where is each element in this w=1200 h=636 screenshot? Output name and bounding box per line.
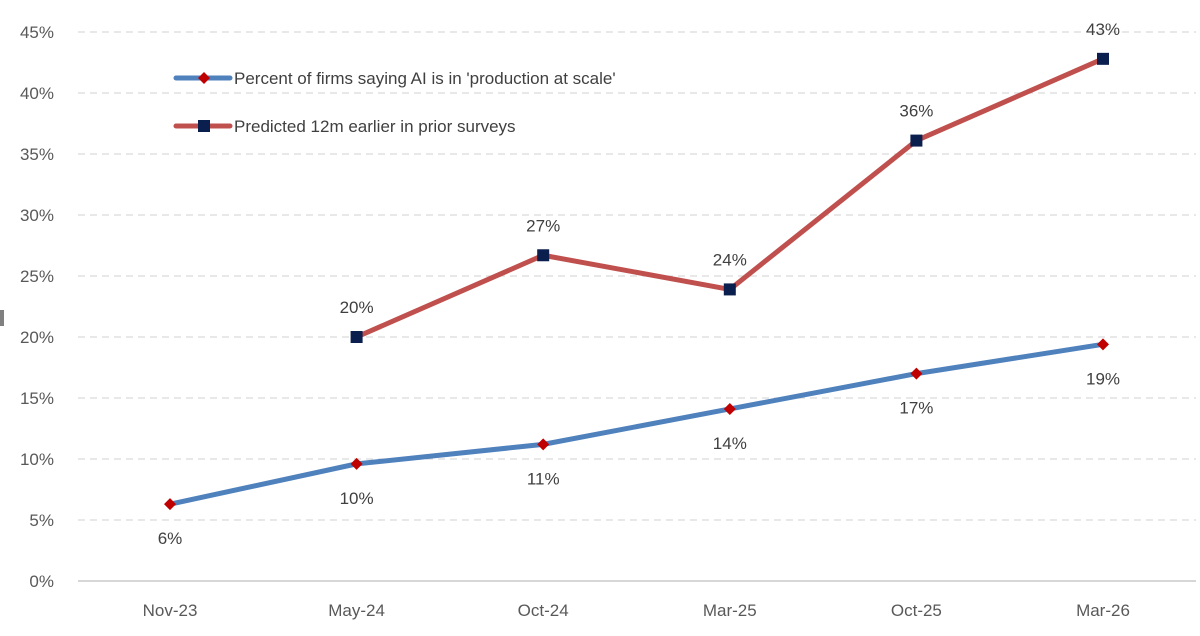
legend-label-2: Predicted 12m earlier in prior surveys: [234, 117, 516, 136]
series-1-data-label: 17%: [899, 399, 933, 418]
x-tick-label: Oct-24: [518, 601, 569, 620]
series-1-data-label: 19%: [1086, 369, 1120, 388]
x-tick-label: Mar-25: [703, 601, 757, 620]
x-tick-label: Nov-23: [143, 601, 198, 620]
legend: Percent of firms saying AI is in 'produc…: [173, 69, 616, 136]
series-2-data-label: 24%: [713, 250, 747, 269]
series-1-data-label: 11%: [527, 469, 560, 488]
y-tick-label: 20%: [20, 328, 54, 347]
series-1-marker: [723, 402, 736, 415]
x-tick-label: May-24: [328, 601, 385, 620]
series-1-data-label: 6%: [158, 529, 183, 548]
x-tick-label: Oct-25: [891, 601, 942, 620]
x-axis-category-labels: Nov-23 May-24 Oct-24 Mar-25 Oct-25 Mar-26: [143, 601, 1130, 620]
series-2-marker: [1097, 52, 1109, 65]
data-labels: 6% 10% 11% 14% 17% 19% 20% 27% 24% 36% 43%: [158, 20, 1120, 548]
series-markers: [164, 52, 1109, 511]
edge-marker: [0, 310, 4, 326]
series-1-marker: [537, 438, 550, 451]
series-1-marker: [350, 457, 363, 470]
legend-marker-2: [198, 120, 210, 132]
legend-marker-1: [198, 72, 210, 84]
y-tick-label: 35%: [20, 145, 54, 164]
gridlines: [78, 31, 1196, 582]
y-tick-label: 10%: [20, 450, 54, 469]
y-tick-label: 25%: [20, 267, 54, 286]
x-tick-label: Mar-26: [1076, 601, 1130, 620]
y-axis-tick-labels: 0% 5% 10% 15% 20% 25% 30% 35% 40% 45%: [20, 23, 54, 591]
y-tick-label: 45%: [20, 23, 54, 42]
y-tick-label: 0%: [29, 572, 54, 591]
series-2-marker: [910, 134, 923, 147]
series-2-data-label: 43%: [1086, 20, 1120, 39]
series-2-data-label: 27%: [526, 216, 560, 235]
series-1-data-label: 10%: [340, 489, 374, 508]
legend-label-1: Percent of firms saying AI is in 'produc…: [234, 69, 616, 88]
series-1-marker: [164, 498, 176, 511]
series-1-data-label: 14%: [713, 434, 747, 453]
series-1-marker: [1097, 338, 1109, 351]
series-2-data-label: 20%: [340, 298, 374, 317]
series-2-data-label: 36%: [899, 102, 933, 121]
series-2-marker: [723, 283, 736, 296]
series-1-marker: [910, 367, 923, 380]
y-tick-label: 5%: [29, 511, 54, 530]
y-tick-label: 15%: [20, 389, 54, 408]
y-tick-label: 40%: [20, 84, 54, 103]
series-line-1: [167, 341, 1106, 507]
y-tick-label: 30%: [20, 206, 54, 225]
series-2-marker: [537, 249, 550, 262]
series-2-marker: [350, 331, 363, 343]
